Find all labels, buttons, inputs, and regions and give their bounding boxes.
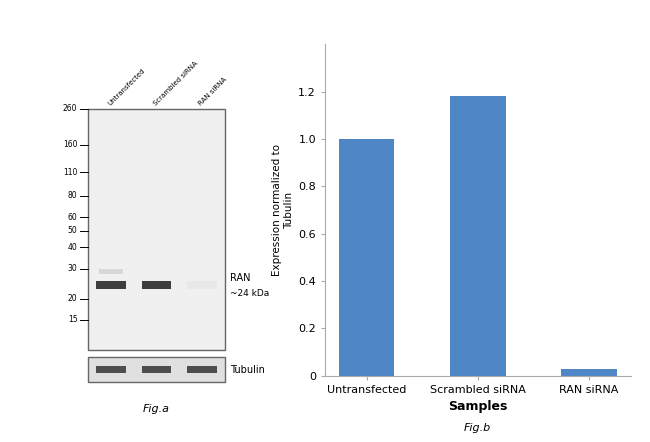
Text: 160: 160 xyxy=(63,140,77,149)
Text: Fig.b: Fig.b xyxy=(464,423,491,433)
Text: 50: 50 xyxy=(68,226,77,235)
Text: 15: 15 xyxy=(68,316,77,324)
Text: 40: 40 xyxy=(68,243,77,252)
Text: 60: 60 xyxy=(68,213,77,222)
Text: 30: 30 xyxy=(68,264,77,273)
Bar xyxy=(96,281,126,290)
Bar xyxy=(99,269,123,274)
Text: RAN siRNA: RAN siRNA xyxy=(198,76,228,107)
Y-axis label: Expression normalized to
Tubulin: Expression normalized to Tubulin xyxy=(272,144,294,276)
Bar xyxy=(561,369,617,376)
Bar xyxy=(450,96,506,376)
Text: 80: 80 xyxy=(68,191,77,201)
Text: RAN: RAN xyxy=(230,273,251,283)
Text: 110: 110 xyxy=(63,168,77,177)
Bar xyxy=(142,366,172,373)
Bar xyxy=(88,109,225,350)
Text: Fig.a: Fig.a xyxy=(143,404,170,414)
Bar xyxy=(142,281,172,290)
Bar xyxy=(187,366,217,373)
Text: Tubulin: Tubulin xyxy=(230,365,265,374)
Text: 20: 20 xyxy=(68,294,77,303)
Bar xyxy=(187,281,217,290)
Text: ~24 kDa: ~24 kDa xyxy=(230,289,270,298)
Bar xyxy=(339,139,395,376)
Bar xyxy=(96,366,126,373)
Bar xyxy=(88,357,225,382)
Text: 260: 260 xyxy=(63,104,77,113)
Text: Scrambled siRNA: Scrambled siRNA xyxy=(152,60,199,107)
Text: Untransfected: Untransfected xyxy=(107,68,146,107)
X-axis label: Samples: Samples xyxy=(448,400,508,413)
